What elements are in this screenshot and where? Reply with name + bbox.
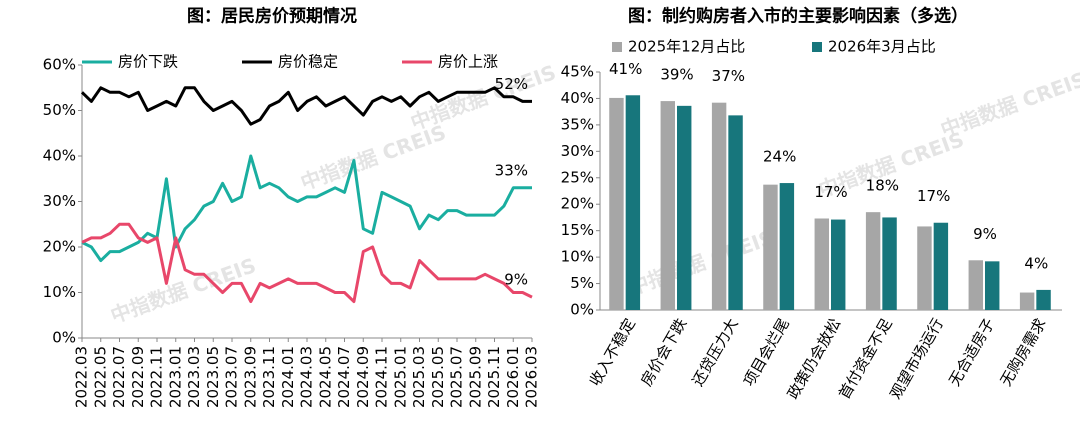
y-tick-label: 60% (43, 56, 76, 74)
x-tick-label: 2024.11 (373, 346, 391, 408)
x-tick-label: 首付资金不足 (835, 315, 896, 402)
data-label: 9% (973, 225, 997, 243)
legend-label: 2025年12月占比 (628, 38, 745, 56)
bar (1019, 292, 1035, 310)
x-tick-label: 2025.05 (429, 346, 447, 408)
bar (763, 184, 778, 310)
bar (865, 212, 881, 310)
bar (968, 260, 983, 310)
x-tick-label: 2022.05 (91, 346, 109, 408)
x-tick-label: 2025.11 (485, 346, 503, 408)
x-tick-label: 2023.11 (260, 346, 278, 408)
x-tick-label: 收入不稳定 (586, 315, 639, 389)
legend-swatch (812, 42, 822, 52)
x-tick-label: 2025.07 (448, 346, 466, 408)
y-tick-label: 10% (43, 283, 76, 301)
x-tick-label: 2023.03 (185, 346, 203, 408)
legend-label: 房价上涨 (438, 53, 498, 71)
line-series (81, 222, 533, 304)
x-tick-label: 2024.05 (316, 346, 334, 408)
bar (814, 218, 829, 310)
x-tick-label: 2022.11 (148, 346, 166, 408)
bar (831, 219, 846, 310)
x-tick-label: 2022.09 (129, 346, 147, 408)
x-tick-label: 2022.07 (110, 346, 128, 408)
bar (728, 115, 743, 310)
y-tick-label: 15% (561, 221, 594, 239)
chart-title: 图：制约购房者入市的主要影响因素（多选） (628, 6, 968, 27)
bar (985, 261, 1000, 310)
end-label: 9% (504, 271, 528, 289)
x-tick-label: 2023.07 (223, 346, 241, 408)
bar (917, 226, 932, 310)
bar (1036, 289, 1051, 310)
x-tick-label: 2023.05 (204, 346, 222, 408)
bar (882, 217, 897, 310)
x-tick-label: 2025.01 (391, 346, 409, 408)
x-tick-label: 2024.09 (354, 346, 372, 408)
y-tick-label: 0% (52, 329, 76, 347)
data-label: 17% (814, 183, 847, 201)
y-tick-label: 40% (561, 89, 594, 107)
y-tick-label: 30% (561, 142, 594, 160)
x-tick-label: 2024.01 (279, 346, 297, 408)
x-tick-label: 2024.03 (298, 346, 316, 408)
end-label: 33% (495, 161, 528, 179)
line-series (80, 86, 532, 126)
x-tick-label: 项目会烂尾 (740, 315, 793, 389)
y-tick-label: 25% (561, 168, 594, 186)
y-tick-label: 20% (43, 238, 76, 256)
legend-label: 房价稳定 (278, 53, 338, 71)
legend-label: 2026年3月占比 (828, 38, 936, 56)
y-tick-label: 50% (43, 101, 76, 119)
end-label: 52% (495, 75, 528, 93)
x-tick-label: 还贷压力大 (689, 315, 742, 389)
x-tick-label: 2026.01 (504, 346, 522, 408)
watermark: 中指数据 CREIS (625, 225, 777, 300)
x-tick-label: 房价会下跌 (637, 315, 690, 389)
y-tick-label: 35% (561, 115, 594, 133)
x-tick-label: 观望市场运行 (886, 315, 947, 402)
legend-label: 房价下跌 (118, 53, 178, 71)
x-tick-label: 无合适房子 (945, 315, 998, 389)
bar (677, 105, 692, 310)
y-tick-label: 45% (561, 63, 594, 81)
chart-title: 图：居民房价预期情况 (187, 6, 357, 27)
x-tick-label: 2024.07 (335, 346, 353, 408)
x-tick-label: 无购房需求 (997, 315, 1050, 389)
x-tick-label: 2025.03 (410, 346, 428, 408)
bar (660, 101, 675, 310)
bar (779, 183, 795, 310)
data-label: 4% (1024, 254, 1048, 272)
watermark: 中指数据 CREIS (297, 120, 449, 195)
data-label: 18% (866, 177, 899, 195)
x-tick-label: 2025.09 (466, 346, 484, 408)
bar (609, 97, 624, 310)
data-label: 41% (609, 60, 642, 78)
data-label: 39% (660, 66, 693, 84)
y-tick-label: 30% (43, 192, 76, 210)
y-tick-label: 0% (570, 301, 594, 319)
watermark: 中指数据 CREIS (937, 67, 1080, 142)
legend-swatch (612, 42, 622, 52)
x-tick-label: 政策仍会放松 (784, 315, 845, 402)
x-tick-label: 2026.03 (523, 346, 541, 408)
bar (711, 102, 727, 310)
data-label: 24% (763, 148, 796, 166)
y-tick-label: 40% (43, 147, 76, 165)
y-tick-label: 20% (561, 195, 594, 213)
x-tick-label: 2022.03 (73, 346, 91, 408)
data-label: 17% (917, 187, 950, 205)
bar (625, 95, 641, 310)
x-tick-label: 2023.01 (166, 346, 184, 408)
y-tick-label: 10% (561, 248, 594, 266)
x-tick-label: 2023.09 (241, 346, 259, 408)
watermark: 中指数据 CREIS (407, 60, 559, 135)
data-label: 37% (712, 67, 745, 85)
y-tick-label: 5% (570, 274, 594, 292)
bar (933, 222, 949, 310)
